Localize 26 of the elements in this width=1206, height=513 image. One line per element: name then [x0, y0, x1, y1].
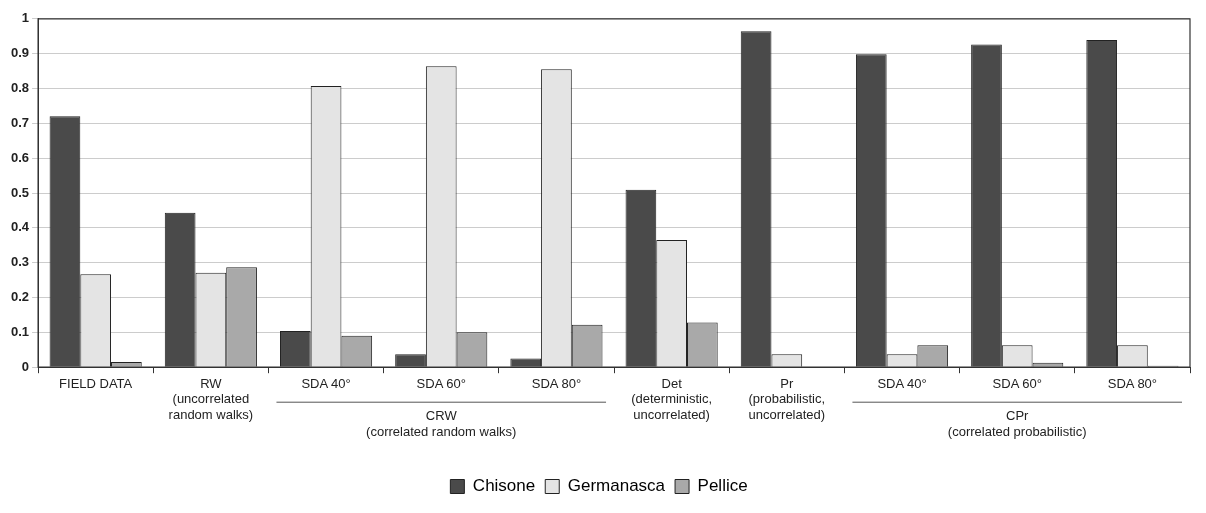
- x-tick-label: SDA 80°: [531, 375, 582, 391]
- x-tick-label: SDA 80°: [1107, 375, 1158, 391]
- legend-label: Germanasca: [567, 476, 666, 496]
- x-tick-label: SDA 40°: [301, 375, 351, 391]
- y-tick-label: 0.5: [10, 184, 30, 200]
- x-tick-label: RW (uncorrelated random walks): [168, 375, 254, 422]
- x-tick-label: SDA 40°: [877, 375, 927, 391]
- y-tick-label: 0.3: [10, 254, 30, 270]
- y-tick-label: 0.8: [10, 80, 30, 96]
- y-tick-label: 0.7: [10, 114, 30, 130]
- y-tick-label: 0.6: [10, 149, 30, 165]
- x-tick-label: Pr (probabilistic, uncorrelated): [748, 375, 826, 422]
- y-tick-label: 0.2: [10, 289, 30, 305]
- legend-label: Pellice: [697, 476, 748, 496]
- text: CPr (correlated probabilistic): [947, 408, 1087, 440]
- y-tick-label: 0.4: [10, 219, 30, 235]
- y-tick-label: 0: [21, 358, 30, 374]
- x-tick-label: SDA 60°: [416, 375, 466, 391]
- x-tick-label: SDA 60°: [992, 375, 1042, 391]
- y-tick-label: 0.9: [10, 45, 30, 61]
- text: CRW (correlated random walks): [366, 408, 517, 440]
- y-tick-label: 1: [21, 10, 30, 26]
- x-tick-label: Det (deterministic, uncorrelated): [631, 375, 713, 422]
- x-tick-label: FIELD DATA: [59, 375, 133, 391]
- y-tick-label: 0.1: [10, 323, 30, 339]
- legend-label: Chisone: [472, 476, 536, 496]
